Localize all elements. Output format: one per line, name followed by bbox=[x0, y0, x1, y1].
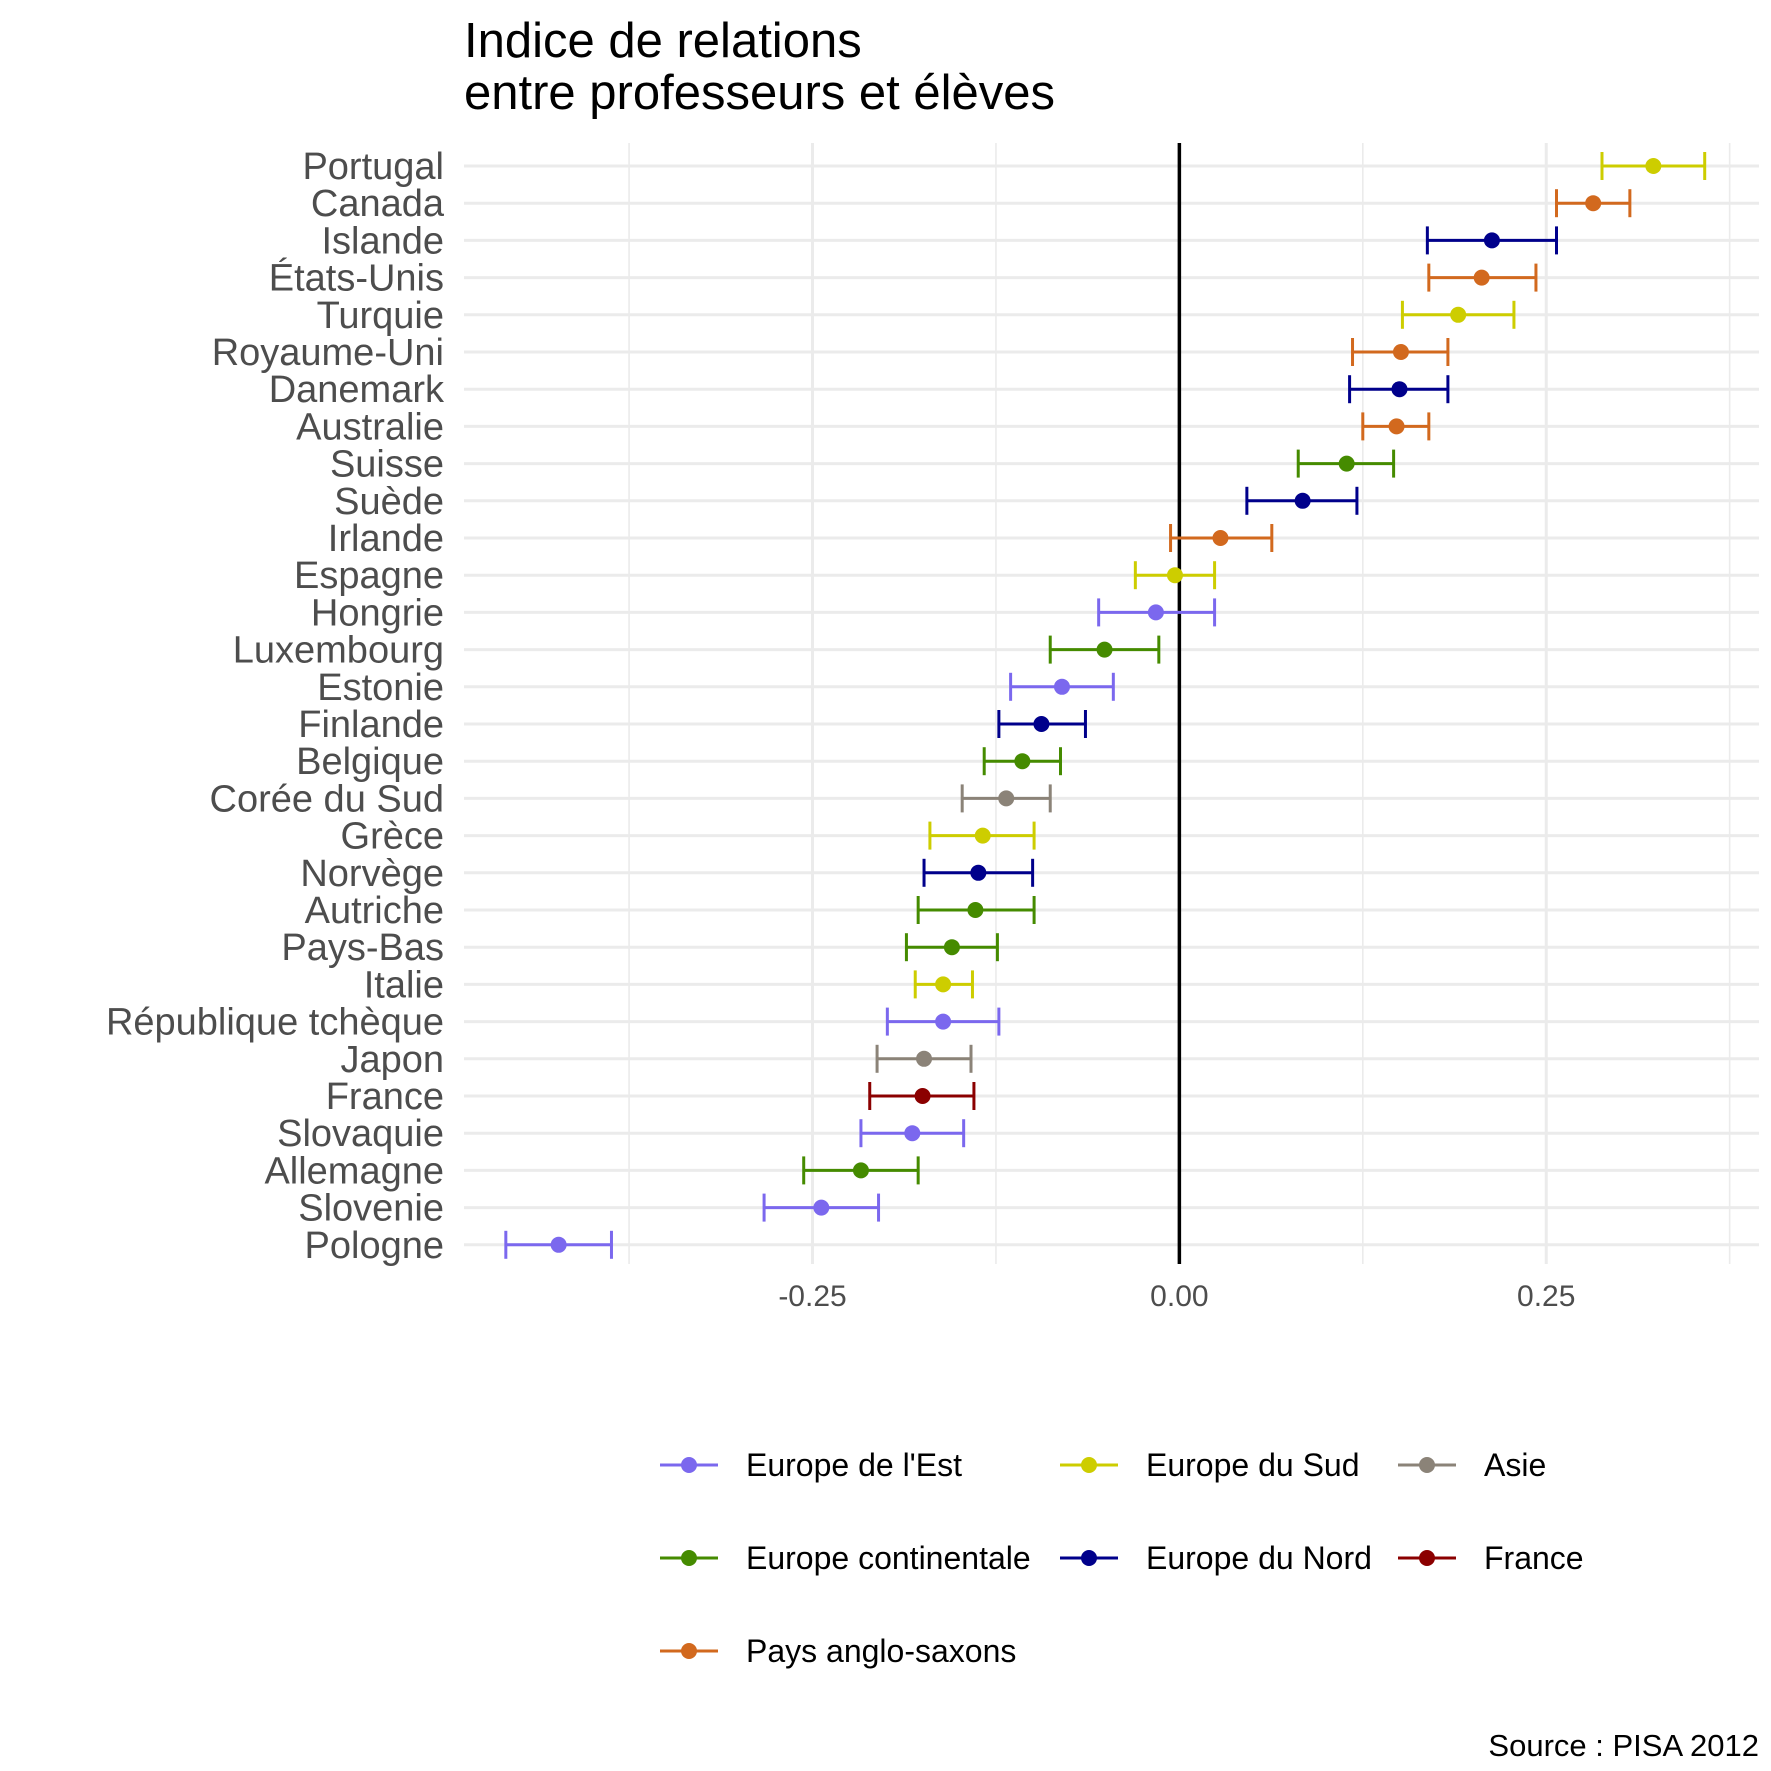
legend-item-france: France bbox=[1398, 1540, 1584, 1576]
country-label-pays-bas: Pays-Bas bbox=[281, 927, 444, 969]
legend-item-europe-du-nord: Europe du Nord bbox=[1060, 1540, 1372, 1576]
legend-label: Europe continentale bbox=[746, 1540, 1031, 1576]
country-label-estonie: Estonie bbox=[317, 667, 444, 709]
country-label-slovaquie: Slovaquie bbox=[277, 1113, 444, 1155]
country-label-etats-unis: États-Unis bbox=[269, 257, 444, 300]
country-label-france: France bbox=[326, 1076, 444, 1118]
country-label-irlande: Irlande bbox=[328, 518, 444, 560]
legend-key-point bbox=[1419, 1457, 1435, 1473]
country-label-royaume-uni: Royaume-Uni bbox=[212, 332, 444, 374]
grid-lines bbox=[464, 143, 1759, 1264]
country-label-turquie: Turquie bbox=[317, 295, 444, 337]
legend-key-point bbox=[1419, 1550, 1435, 1566]
chart-title-line: Indice de relations bbox=[464, 14, 862, 68]
data-point-slovaquie bbox=[904, 1125, 921, 1142]
country-label-suisse: Suisse bbox=[330, 444, 444, 486]
data-point-turquie bbox=[1450, 306, 1467, 323]
data-point-danemark bbox=[1391, 381, 1408, 398]
y-axis-labels: PortugalCanadaIslandeÉtats-UnisTurquieRo… bbox=[106, 146, 445, 1267]
country-label-grece: Grèce bbox=[341, 816, 444, 858]
country-label-norvege: Norvège bbox=[300, 853, 444, 895]
data-point-france bbox=[914, 1088, 931, 1104]
data-point-grece bbox=[974, 827, 991, 844]
country-label-italie: Italie bbox=[364, 964, 444, 1006]
country-label-allemagne: Allemagne bbox=[264, 1150, 444, 1192]
legend-key-point bbox=[681, 1550, 697, 1566]
legend-key-point bbox=[1081, 1457, 1097, 1473]
country-label-belgique: Belgique bbox=[296, 741, 444, 783]
legend-item-asie: Asie bbox=[1398, 1447, 1546, 1483]
legend-item-europe-continentale: Europe continentale bbox=[660, 1540, 1031, 1576]
legend-item-pays-anglo-saxons: Pays anglo-saxons bbox=[660, 1633, 1016, 1669]
x-tick-label: -0.25 bbox=[778, 1280, 846, 1313]
x-axis-tick-labels: -0.25 0.00 0.25 bbox=[778, 1280, 1575, 1313]
country-label-finlande: Finlande bbox=[298, 704, 444, 746]
legend-label: Europe du Nord bbox=[1146, 1540, 1372, 1576]
country-label-luxembourg: Luxembourg bbox=[233, 630, 444, 672]
data-point-royaume-uni bbox=[1392, 344, 1409, 360]
legend-label: France bbox=[1484, 1540, 1584, 1576]
legend-label: Europe du Sud bbox=[1146, 1447, 1360, 1483]
chart-title-line: entre professeurs et élèves bbox=[464, 66, 1055, 120]
data-point-belgique bbox=[1014, 753, 1031, 770]
x-tick-label: 0.00 bbox=[1150, 1280, 1208, 1313]
data-point-luxembourg bbox=[1096, 641, 1113, 658]
country-label-australie: Australie bbox=[296, 406, 444, 448]
data-point-japon bbox=[916, 1050, 933, 1067]
data-point-irlande bbox=[1212, 530, 1229, 546]
country-label-republique-tcheque: République tchèque bbox=[106, 1002, 444, 1044]
legend-item-europe-de-l-est: Europe de l'Est bbox=[660, 1447, 962, 1483]
plot-panel bbox=[464, 143, 1759, 1264]
data-point-canada bbox=[1585, 195, 1602, 212]
source-caption: Source : PISA 2012 bbox=[1488, 1728, 1759, 1763]
country-label-canada: Canada bbox=[311, 183, 445, 225]
country-label-espagne: Espagne bbox=[294, 555, 444, 597]
country-label-slovenie: Slovenie bbox=[298, 1188, 444, 1230]
legend-label: Europe de l'Est bbox=[746, 1447, 962, 1483]
country-label-pologne: Pologne bbox=[305, 1225, 444, 1267]
data-point-portugal bbox=[1645, 158, 1662, 174]
data-point-estonie bbox=[1053, 678, 1070, 695]
data-point-slovenie bbox=[813, 1199, 830, 1216]
data-point-italie bbox=[935, 976, 952, 993]
data-point-espagne bbox=[1166, 567, 1183, 584]
data-point-islande bbox=[1483, 232, 1500, 249]
country-label-coree-du-sud: Corée du Sud bbox=[210, 778, 445, 820]
legend-label: Asie bbox=[1484, 1447, 1546, 1483]
country-label-suede: Suède bbox=[334, 481, 444, 523]
data-point-etats-unis bbox=[1473, 269, 1490, 286]
legend-key-point bbox=[681, 1457, 697, 1473]
data-point-autriche bbox=[967, 902, 984, 918]
data-point-norvege bbox=[970, 864, 987, 881]
legend-item-europe-du-sud: Europe du Sud bbox=[1060, 1447, 1360, 1483]
country-label-danemark: Danemark bbox=[269, 369, 445, 411]
country-label-islande: Islande bbox=[321, 220, 444, 262]
data-point-suisse bbox=[1338, 455, 1355, 472]
data-point-coree-du-sud bbox=[998, 790, 1015, 807]
data-point-suede bbox=[1294, 492, 1311, 509]
data-point-australie bbox=[1388, 418, 1405, 435]
legend: Europe de l'Est Europe du Sud Asie Europe c… bbox=[660, 1447, 1584, 1669]
chart-title: Indice de relations entre professeurs et … bbox=[464, 14, 1055, 120]
data-point-pologne bbox=[550, 1236, 567, 1253]
country-label-portugal: Portugal bbox=[302, 146, 444, 188]
error-bars bbox=[504, 152, 1707, 1259]
data-point-hongrie bbox=[1147, 604, 1164, 621]
x-tick-label: 0.25 bbox=[1517, 1280, 1575, 1313]
data-point-pays-bas bbox=[943, 939, 960, 956]
data-point-finlande bbox=[1033, 716, 1050, 732]
data-point-republique-tcheque bbox=[935, 1013, 952, 1030]
legend-key-point bbox=[1081, 1550, 1097, 1566]
legend-label: Pays anglo-saxons bbox=[746, 1633, 1016, 1669]
country-label-autriche: Autriche bbox=[305, 890, 444, 932]
data-points bbox=[550, 158, 1662, 1253]
data-point-allemagne bbox=[852, 1162, 869, 1179]
country-label-hongrie: Hongrie bbox=[311, 592, 444, 634]
country-label-japon: Japon bbox=[340, 1039, 444, 1081]
legend-key-point bbox=[681, 1643, 697, 1659]
